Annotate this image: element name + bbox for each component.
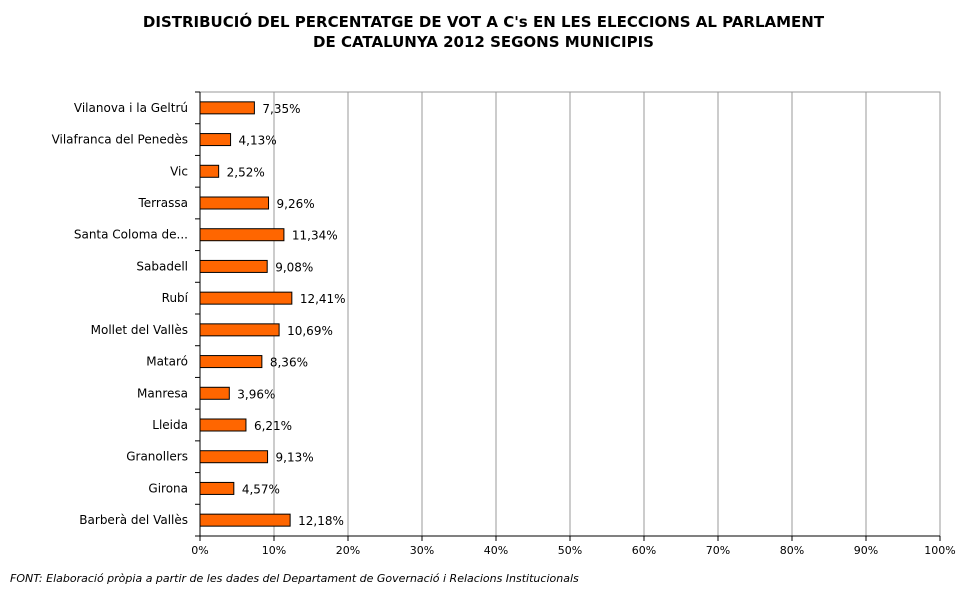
category-label: Vilanova i la Geltrú <box>74 101 188 115</box>
chart-title-line-1: DISTRIBUCIÓ DEL PERCENTATGE DE VOT A C's… <box>142 13 825 31</box>
data-label: 3,96% <box>237 387 275 401</box>
x-tick-label: 10% <box>262 544 286 557</box>
x-tick-label: 90% <box>854 544 878 557</box>
x-tick-label: 50% <box>558 544 582 557</box>
source-note: FONT: Elaboració pròpia a partir de les … <box>10 572 579 585</box>
x-tick-label: 30% <box>410 544 434 557</box>
category-label: Vilafranca del Penedès <box>52 133 188 147</box>
data-label: 7,35% <box>262 102 300 116</box>
bar <box>199 355 263 369</box>
category-label: Mollet del Vallès <box>91 323 188 337</box>
bar <box>199 418 247 432</box>
x-tick-label: 40% <box>484 544 508 557</box>
bar <box>199 228 285 242</box>
data-label: 12,18% <box>298 514 344 528</box>
category-label: Mataró <box>146 355 188 369</box>
data-label: 6,21% <box>254 419 292 433</box>
category-label: Girona <box>148 481 188 495</box>
category-label: Lleida <box>152 418 188 432</box>
bar <box>199 101 255 115</box>
category-label: Sabadell <box>136 259 188 273</box>
chart-title-line-2: DE CATALUNYA 2012 SEGONS MUNICIPIS <box>313 33 654 51</box>
data-label: 11,34% <box>292 229 338 243</box>
data-label: 4,57% <box>242 482 280 496</box>
bar <box>199 259 268 273</box>
x-tick-label: 0% <box>191 544 208 557</box>
data-label: 4,13% <box>239 134 277 148</box>
category-label: Manresa <box>137 386 188 400</box>
data-label: 10,69% <box>287 324 333 338</box>
bar <box>199 164 220 178</box>
bar <box>199 291 293 305</box>
bar <box>199 513 291 527</box>
data-label: 9,08% <box>275 260 313 274</box>
data-label: 12,41% <box>300 292 346 306</box>
category-label: Santa Coloma de... <box>74 228 188 242</box>
chart-title: DISTRIBUCIÓ DEL PERCENTATGE DE VOT A C's… <box>0 12 967 52</box>
bar <box>199 386 230 400</box>
x-tick-label: 60% <box>632 544 656 557</box>
data-label: 9,13% <box>276 451 314 465</box>
bar <box>199 450 269 464</box>
bar <box>199 196 270 210</box>
x-tick-label: 70% <box>706 544 730 557</box>
category-label: Barberà del Vallès <box>79 513 188 527</box>
category-label: Vic <box>170 164 188 178</box>
bar <box>199 323 280 337</box>
data-label: 2,52% <box>227 165 265 179</box>
bar <box>199 133 232 147</box>
x-tick-label: 100% <box>924 544 955 557</box>
category-label: Terrassa <box>137 196 188 210</box>
x-tick-label: 80% <box>780 544 804 557</box>
category-label: Granollers <box>126 450 188 464</box>
x-tick-label: 20% <box>336 544 360 557</box>
category-label: Rubí <box>162 291 189 305</box>
data-label: 8,36% <box>270 356 308 370</box>
bar <box>199 481 235 495</box>
data-label: 9,26% <box>277 197 315 211</box>
